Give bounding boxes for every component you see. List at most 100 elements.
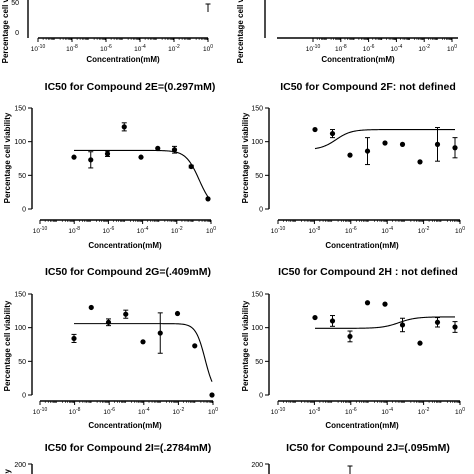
x-tick-label: 10-4 <box>138 407 150 416</box>
x-tick-label: 10-8 <box>66 44 78 53</box>
data-point <box>399 322 406 328</box>
panel-2g: IC50 for Compound 2G=(.409mM) Percentage… <box>3 266 218 430</box>
data-point <box>138 154 144 160</box>
x-axis-title: Concentration(mM) <box>88 241 162 250</box>
x-tick-label: 10-6 <box>345 226 357 235</box>
x-tick-label: 10-6 <box>103 226 115 235</box>
panel-2e: IC50 for Compound 2E=(0.297mM) Percentag… <box>3 81 216 250</box>
chart-title: IC50 for Compound 2F: not defined <box>280 81 456 93</box>
x-tick-label: 10-4 <box>134 44 146 53</box>
x-tick-label: 100 <box>203 44 213 53</box>
data-point <box>121 124 127 130</box>
x-tick-label: 10-10 <box>271 407 286 416</box>
y-tick-label: 100 <box>251 325 263 332</box>
fit-curve <box>74 149 209 198</box>
y-tick-label: 0 <box>22 207 26 214</box>
data-point <box>347 333 353 340</box>
data-point <box>312 126 318 133</box>
fit-curve <box>315 316 455 329</box>
panel-2d: Percentage cell viability Concentration(… <box>236 0 458 64</box>
x-tick-label: 10-10 <box>33 407 48 416</box>
x-tick-label: 100 <box>208 407 218 416</box>
data-point <box>157 330 163 336</box>
data-point <box>434 141 441 147</box>
data-point <box>140 339 146 345</box>
panel-2c: 50 0 Percentage cell viability Concentra… <box>1 0 213 64</box>
x-tick-label: 10-2 <box>173 407 185 416</box>
x-tick-label: 10-6 <box>103 407 115 416</box>
y-tick-label: 0 <box>15 30 19 37</box>
x-ticks: 10-10 10-8 10-6 10-4 10-2 100 <box>31 38 213 53</box>
x-tick-label: 10-8 <box>68 226 80 235</box>
chart-title: IC50 for Compound 2I=(.2784mM) <box>45 442 212 454</box>
data-point <box>364 300 371 306</box>
x-tick-label: 10-8 <box>309 226 321 235</box>
y-axis-title: Percentage cell viability <box>1 0 10 63</box>
y-tick-label: 0 <box>259 207 263 214</box>
x-tick-label: 10-6 <box>345 407 357 416</box>
data-point <box>123 311 129 317</box>
y-axis-title: Percentage cell viability <box>241 300 250 391</box>
data-point <box>452 324 458 330</box>
data-point <box>329 130 336 137</box>
x-tick-label: 10-2 <box>168 44 180 53</box>
data-point <box>312 314 318 321</box>
y-tick-label: 0 <box>259 393 263 400</box>
data-point <box>88 157 94 163</box>
x-tick-label: 10-10 <box>31 44 46 53</box>
y-tick-label: 200 <box>251 462 263 469</box>
data-point <box>88 304 94 311</box>
data-point <box>382 140 388 146</box>
chart-title: IC50 for Compound 2J=(.095mM) <box>286 442 450 454</box>
data-point <box>105 319 112 325</box>
y-axis-title-fragment: cy <box>3 469 12 474</box>
fit-curve <box>74 323 213 382</box>
x-tick-label: 10-8 <box>69 407 81 416</box>
x-axis-title: Concentration(mM) <box>325 421 399 430</box>
x-tick-label: 10-4 <box>381 407 393 416</box>
x-tick-label: 10-6 <box>100 44 112 53</box>
x-tick-label: 10-10 <box>306 44 321 53</box>
x-tick-label: 10-4 <box>391 44 403 53</box>
x-tick-label: 100 <box>447 44 457 53</box>
y-tick-label: 100 <box>251 139 263 146</box>
x-tick-label: 10-4 <box>381 226 393 235</box>
data-point <box>399 141 406 147</box>
x-tick-label: 10-4 <box>137 226 149 235</box>
y-tick-label: 0 <box>22 393 26 400</box>
data-point <box>188 163 194 170</box>
fit-curve <box>314 129 455 150</box>
x-tick-label: 10-6 <box>363 44 375 53</box>
y-tick-label: 150 <box>251 106 263 113</box>
data-point <box>417 340 423 346</box>
y-tick-label: 200 <box>14 462 26 469</box>
data-point <box>155 145 161 151</box>
y-tick-label: 100 <box>14 139 26 146</box>
x-tick-label: 10-8 <box>335 44 347 53</box>
panel-2j: IC50 for Compound 2J=(.095mM) 200 <box>251 442 450 474</box>
x-tick-label: 100 <box>206 226 216 235</box>
panel-2i: IC50 for Compound 2I=(.2784mM) 200 cy <box>3 442 211 474</box>
x-axis-title: Concentration(mM) <box>86 55 160 64</box>
x-tick-label: 10-2 <box>171 226 183 235</box>
chart-title: IC50 for Compound 2H : not defined <box>278 266 458 278</box>
x-tick-label: 10-2 <box>418 226 430 235</box>
x-tick-label: 10-2 <box>418 44 430 53</box>
y-tick-label: 50 <box>11 0 19 7</box>
data-point <box>209 392 215 398</box>
y-axis-title: Percentage cell viability <box>236 0 245 63</box>
y-tick-label: 50 <box>255 173 263 180</box>
data-point <box>171 147 178 153</box>
x-tick-label: 100 <box>455 226 465 235</box>
y-tick-label: 50 <box>18 173 26 180</box>
x-axis-title: Concentration(mM) <box>321 55 395 64</box>
data-point <box>192 343 198 349</box>
x-tick-label: 100 <box>455 407 465 416</box>
y-tick-label: 150 <box>14 106 26 113</box>
panel-2f: IC50 for Compound 2F: not defined Percen… <box>241 81 465 250</box>
y-tick-label: 150 <box>251 292 263 299</box>
data-point <box>174 310 181 317</box>
data-point <box>104 151 111 157</box>
x-tick-label: 10-10 <box>33 226 48 235</box>
